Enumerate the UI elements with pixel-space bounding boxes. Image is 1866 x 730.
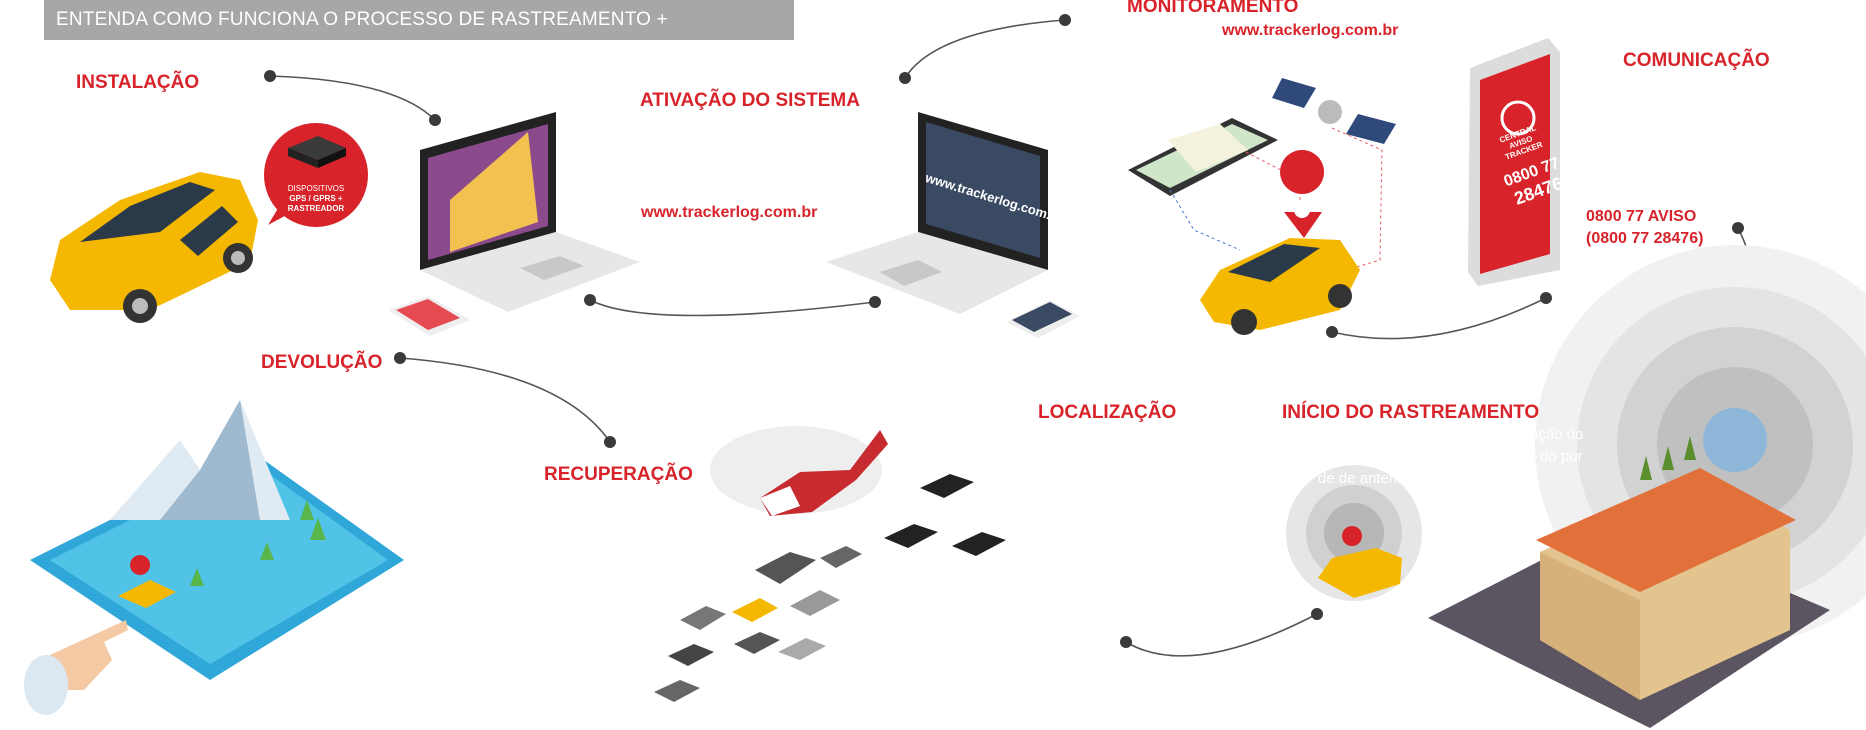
big-phone-icon bbox=[1468, 38, 1560, 286]
connector-monitor-phone bbox=[1331, 297, 1547, 340]
device-badge-line1: DISPOSITIVOS bbox=[287, 184, 345, 193]
step-instalacao: INSTALAÇÃO bbox=[76, 72, 200, 93]
device-badge-icon bbox=[264, 123, 368, 227]
step-localizacao: LOCALIZAÇÃO bbox=[1038, 402, 1177, 423]
step-recuperacao: RECUPERAÇÃO bbox=[544, 464, 693, 485]
laptop-icon-1 bbox=[420, 112, 640, 312]
connector-laptops bbox=[589, 299, 876, 317]
faded-text-1: ação do bbox=[1530, 426, 1584, 443]
step-inicio-rastreamento: INÍCIO DO RASTREAMENTO bbox=[1282, 402, 1540, 423]
device-badge-line2: GPS / GPRS + bbox=[289, 194, 343, 203]
car-icon-instalacao bbox=[50, 172, 258, 323]
activation-url[interactable]: www.trackerlog.com.br bbox=[641, 204, 818, 221]
connector-devolucao bbox=[399, 357, 611, 443]
connector-ativacao-top bbox=[904, 19, 1066, 79]
step-comunicacao: COMUNICAÇÃO bbox=[1623, 50, 1770, 71]
building-icon bbox=[1428, 408, 1830, 728]
step-monitoramento: MONITORAMENTO bbox=[1127, 0, 1299, 17]
phone-icon-small-1 bbox=[388, 296, 470, 336]
connector-localizacao bbox=[1125, 613, 1318, 657]
contact-line2[interactable]: (0800 77 28476) bbox=[1586, 230, 1704, 247]
faded-text-2: do por bbox=[1540, 448, 1583, 465]
device-badge-line3: RASTREADOR bbox=[287, 204, 345, 213]
monitoring-url[interactable]: www.trackerlog.com.br bbox=[1222, 22, 1399, 39]
car-icon-localizacao bbox=[1318, 526, 1402, 598]
faded-text-3: de de antena bbox=[1318, 470, 1406, 487]
device-badge-text: DISPOSITIVOS GPS / GPRS + RASTREADOR bbox=[280, 184, 352, 214]
car-icon-monitoramento bbox=[1200, 150, 1360, 335]
hand-icon bbox=[24, 620, 128, 715]
contact-numbers: 0800 77 AVISO (0800 77 28476) bbox=[1586, 206, 1703, 250]
page-banner: ENTENDA COMO FUNCIONA O PROCESSO DE RAST… bbox=[44, 0, 794, 70]
step-ativacao: ATIVAÇÃO DO SISTEMA bbox=[640, 90, 860, 111]
map-island-icon bbox=[30, 400, 404, 680]
phone-icon-small-2 bbox=[1006, 300, 1080, 338]
satellite-icon bbox=[1272, 78, 1396, 144]
tablet-map-icon bbox=[1128, 118, 1278, 196]
police-cars-icon bbox=[884, 474, 1006, 556]
laptop-icon-2 bbox=[826, 112, 1048, 314]
helicopter-icon bbox=[710, 426, 888, 516]
step-devolucao: DEVOLUÇÃO bbox=[261, 352, 383, 373]
traffic-cars-icon bbox=[654, 546, 862, 702]
connector-instalacao bbox=[269, 75, 436, 121]
contact-line1[interactable]: 0800 77 AVISO bbox=[1586, 208, 1697, 225]
